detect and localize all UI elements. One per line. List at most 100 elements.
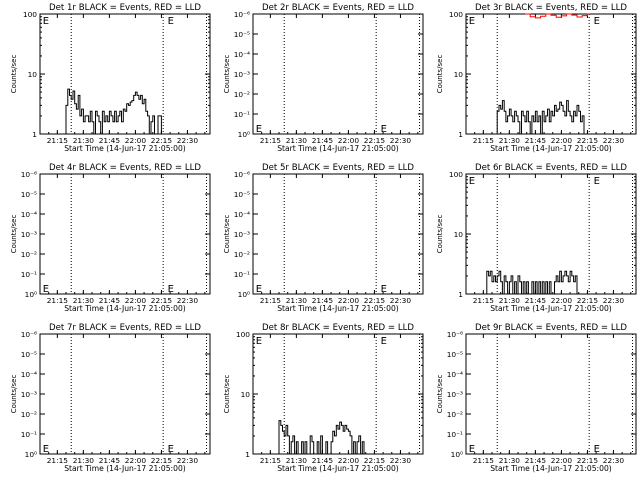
lld-series-line [525,13,590,19]
x-tick-label: 21:15 [473,296,495,305]
x-tick-label: 21:45 [99,456,121,465]
event-marker-label: E [469,176,475,187]
y-axis-label: Counts/sec [223,55,231,94]
event-marker-label: E [381,124,387,135]
detector-panel-8: Det 8r BLACK = Events, RED = LLD 21:15 21:… [223,323,424,473]
x-tick-label: 22:00 [551,456,573,465]
event-marker-label: E [594,176,600,187]
event-marker-label: E [381,284,387,295]
x-tick-label: 21:15 [260,136,282,145]
x-tick-label: 22:30 [603,456,625,465]
y-tick-label: 10⁰ [451,450,463,459]
y-tick-label: 100 [449,10,463,19]
event-marker-label: E [168,284,174,295]
x-tick-label: 22:30 [603,136,625,145]
x-tick-label: 22:30 [603,296,625,305]
x-tick-label: 22:30 [177,296,199,305]
x-tick-label: 22:15 [577,296,599,305]
detector-panel-9: Det 9r BLACK = Events, RED = LLD 21:15 21:… [436,323,637,473]
panel-title: Det 6r BLACK = Events, RED = LLD [475,163,627,173]
x-axis-label: Start Time (14-Jun-17 21:05:00) [490,464,612,473]
x-tick-label: 22:00 [551,296,573,305]
panel-title: Det 5r BLACK = Events, RED = LLD [262,163,414,173]
x-tick-label: 22:00 [338,296,360,305]
y-tick-label: 10⁻³ [234,70,250,79]
y-tick-label: 10⁻¹ [21,270,37,279]
y-tick-label: 10⁻⁶ [234,10,250,19]
y-tick-label: 10 [454,70,464,79]
x-tick-label: 21:30 [286,456,308,465]
event-marker-label: E [594,444,600,455]
plot-frame [39,333,211,455]
x-tick-label: 21:45 [525,296,547,305]
y-tick-label: 10⁻¹ [234,110,250,119]
event-marker-label: E [256,124,262,135]
y-tick-label: 10⁻¹ [21,430,37,439]
x-axis-label: Start Time (14-Jun-17 21:05:00) [277,144,399,153]
y-tick-label: 10⁻⁶ [447,330,463,339]
x-tick-label: 22:30 [177,456,199,465]
x-tick-label: 22:15 [364,296,386,305]
y-tick-label: 10⁻⁵ [447,350,463,359]
y-tick-label: 10⁻³ [234,230,250,239]
events-series-line [277,420,366,455]
x-tick-label: 21:15 [47,296,69,305]
y-tick-label: 10⁰ [25,290,37,299]
x-tick-label: 21:15 [47,136,69,145]
y-tick-label: 10⁻⁴ [21,370,37,379]
x-tick-label: 21:45 [312,456,334,465]
y-tick-label: 100 [449,170,463,179]
x-axis-label: Start Time (14-Jun-17 21:05:00) [64,304,186,313]
events-series-line [495,100,585,135]
y-tick-label: 10⁻⁵ [234,30,250,39]
event-marker-label: E [469,16,475,27]
panel-title: Det 2r BLACK = Events, RED = LLD [262,3,414,13]
y-tick-label: 10⁻² [21,250,37,259]
detector-panel-7: Det 7r BLACK = Events, RED = LLD 21:15 21:… [10,323,211,473]
event-marker-label: E [594,16,600,27]
y-axis-label: Counts/sec [10,375,18,414]
y-tick-label: 10⁻¹ [234,270,250,279]
y-tick-label: 10⁻⁵ [21,350,37,359]
x-tick-label: 21:15 [473,136,495,145]
x-tick-label: 22:00 [125,136,147,145]
panel-title: Det 1r BLACK = Events, RED = LLD [49,3,201,13]
x-axis-label: Start Time (14-Jun-17 21:05:00) [64,464,186,473]
y-tick-label: 10⁻⁵ [234,190,250,199]
y-tick-label: 10⁻³ [21,230,37,239]
x-tick-label: 22:15 [577,136,599,145]
x-tick-label: 21:45 [99,136,121,145]
x-tick-label: 22:15 [577,456,599,465]
x-tick-label: 21:45 [525,456,547,465]
event-marker-label: E [168,444,174,455]
x-tick-label: 22:30 [390,136,412,145]
y-tick-label: 10⁰ [238,130,250,139]
event-marker-label: E [43,444,49,455]
x-axis-label: Start Time (14-Jun-17 21:05:00) [277,304,399,313]
y-tick-label: 10⁻⁶ [21,170,37,179]
x-tick-label: 22:15 [151,136,173,145]
y-tick-label: 10⁻² [447,410,463,419]
y-tick-label: 10⁻² [21,410,37,419]
x-tick-label: 22:30 [177,136,199,145]
y-axis-label: Counts/sec [10,55,18,94]
x-tick-label: 22:00 [125,456,147,465]
y-tick-label: 10⁰ [25,450,37,459]
y-tick-label: 10 [241,390,251,399]
y-tick-label: 10 [454,230,464,239]
event-marker-label: E [256,336,262,347]
x-axis-label: Start Time (14-Jun-17 21:05:00) [64,144,186,153]
x-tick-label: 21:30 [499,136,521,145]
y-tick-label: 10⁰ [238,290,250,299]
x-tick-label: 22:15 [364,136,386,145]
y-tick-label: 10⁻² [234,250,250,259]
x-tick-label: 21:15 [47,456,69,465]
plot-frame [39,173,211,295]
y-tick-label: 100 [23,10,37,19]
panel-title: Det 4r BLACK = Events, RED = LLD [49,163,201,173]
detector-panel-3: Det 3r BLACK = Events, RED = LLD 21:15 21:… [436,3,637,153]
x-tick-label: 21:30 [286,136,308,145]
y-tick-label: 10⁻⁵ [21,190,37,199]
y-tick-label: 10 [28,70,38,79]
x-tick-label: 22:00 [338,456,360,465]
